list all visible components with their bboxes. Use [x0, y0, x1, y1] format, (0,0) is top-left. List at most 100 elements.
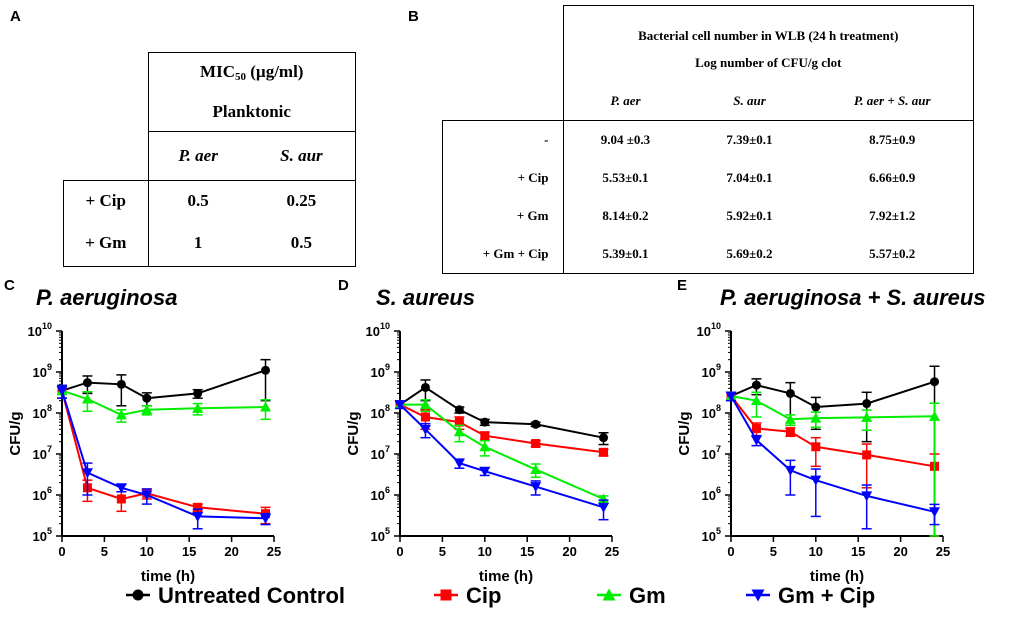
y-tick-exponent: 6	[385, 485, 390, 495]
y-tick-exponent: 7	[385, 444, 390, 454]
data-point	[785, 427, 795, 437]
chart-title: P. aeruginosa + S. aureus	[720, 285, 986, 310]
data-point	[192, 402, 204, 413]
chart-title: P. aeruginosa	[36, 285, 177, 310]
y-axis-label: CFU/g	[676, 411, 693, 455]
panel-label-b: B	[408, 8, 419, 25]
data-point	[193, 502, 203, 512]
series-line	[399, 386, 604, 439]
data-point	[750, 395, 762, 406]
x-tick-label: 5	[770, 544, 777, 559]
y-tick-label: 105	[33, 526, 52, 544]
data-point	[261, 365, 271, 375]
y-tick-label: 108	[702, 403, 721, 421]
y-tick-exponent: 10	[380, 321, 390, 331]
y-tick-exponent: 9	[716, 362, 721, 372]
x-tick-label: 25	[267, 544, 281, 559]
data-point	[142, 393, 152, 403]
legend-marker	[440, 589, 452, 601]
series-line	[61, 369, 266, 400]
y-tick-label: 1010	[366, 321, 390, 339]
mic-header-sub: 50	[234, 71, 246, 83]
wlb-table: Bacterial cell number in WLB (24 h treat…	[442, 5, 974, 274]
x-tick-label: 15	[851, 544, 865, 559]
wlb-col-both: P. aer + S. aur	[811, 81, 974, 121]
wlb-cell: 7.04±0.1	[726, 169, 773, 185]
series-line	[730, 395, 935, 513]
mic-table: MIC50 (µg/ml) Planktonic P. aer S. aur +…	[63, 52, 356, 267]
panel-label-a: A	[10, 8, 21, 25]
x-tick-label: 0	[396, 544, 403, 559]
data-point	[141, 404, 153, 415]
data-point	[419, 399, 431, 410]
wlb-cell: 6.66±0.9	[811, 158, 974, 197]
series-untreated-control	[395, 379, 609, 446]
data-point	[785, 388, 795, 398]
series-line	[61, 390, 266, 520]
y-tick-exponent: 7	[716, 444, 721, 454]
y-tick-label: 1010	[28, 321, 52, 339]
wlb-cell: 8.14±0.2	[562, 196, 688, 235]
mic-header-main: MIC	[200, 62, 235, 81]
y-tick-exponent: 10	[42, 321, 52, 331]
wlb-col-saur: S. aur	[687, 81, 812, 121]
mic-table-header-line2: Planktonic	[147, 92, 356, 132]
x-axis-label: time (h)	[810, 568, 864, 585]
x-tick-label: 5	[101, 544, 108, 559]
panel-label-c: C	[4, 277, 15, 294]
wlb-cell: 7.39±0.1	[726, 131, 773, 147]
series-line	[730, 395, 935, 421]
wlb-cell: 5.39±0.1	[562, 234, 688, 274]
x-tick-label: 5	[439, 544, 446, 559]
y-tick-label: 106	[33, 485, 52, 503]
y-tick-label: 105	[371, 526, 390, 544]
y-axis-label: CFU/g	[7, 411, 24, 455]
series-line	[399, 403, 604, 509]
series-line	[730, 380, 935, 409]
panel-label-e: E	[677, 277, 688, 294]
y-tick-exponent: 5	[716, 526, 721, 536]
data-point	[930, 377, 940, 387]
wlb-header-line2: Log number of CFU/g clot	[562, 43, 974, 82]
y-tick-label: 109	[702, 362, 721, 380]
y-tick-exponent: 10	[711, 321, 721, 331]
y-tick-label: 107	[371, 444, 390, 462]
series-line	[399, 403, 604, 454]
data-point	[598, 502, 610, 513]
data-point	[193, 388, 203, 398]
data-point	[420, 382, 430, 392]
data-point	[82, 378, 92, 388]
mic-cell: 1	[147, 220, 248, 267]
y-tick-label: 1010	[697, 321, 721, 339]
y-tick-label: 107	[33, 444, 52, 462]
data-point	[598, 493, 610, 504]
y-tick-exponent: 6	[47, 485, 52, 495]
y-tick-exponent: 6	[716, 485, 721, 495]
y-tick-exponent: 8	[385, 403, 390, 413]
series-gm-cip	[725, 391, 941, 530]
legend-item: Gm + Cip	[746, 583, 875, 608]
y-tick-label: 109	[33, 362, 52, 380]
x-tick-label: 20	[893, 544, 907, 559]
legend: Untreated Control Cip Gm Gm + Cip	[126, 583, 875, 608]
data-point	[260, 401, 272, 412]
data-point	[453, 426, 465, 437]
data-point	[751, 380, 761, 390]
mic-header-unit: (µg/ml)	[245, 62, 304, 81]
data-point	[116, 494, 126, 504]
x-tick-label: 0	[727, 544, 734, 559]
series-line	[400, 403, 604, 500]
data-point	[530, 482, 542, 493]
mic-cell: 0.25	[247, 180, 356, 220]
data-point	[862, 450, 872, 460]
data-point	[929, 410, 941, 421]
series-gm-cip	[56, 384, 272, 530]
data-point	[811, 442, 821, 452]
wlb-row-label: + Cip	[442, 158, 563, 197]
y-tick-label: 108	[371, 403, 390, 421]
x-tick-label: 25	[936, 544, 950, 559]
legend-marker	[602, 588, 616, 601]
series-line	[61, 389, 266, 416]
data-point	[454, 405, 464, 415]
